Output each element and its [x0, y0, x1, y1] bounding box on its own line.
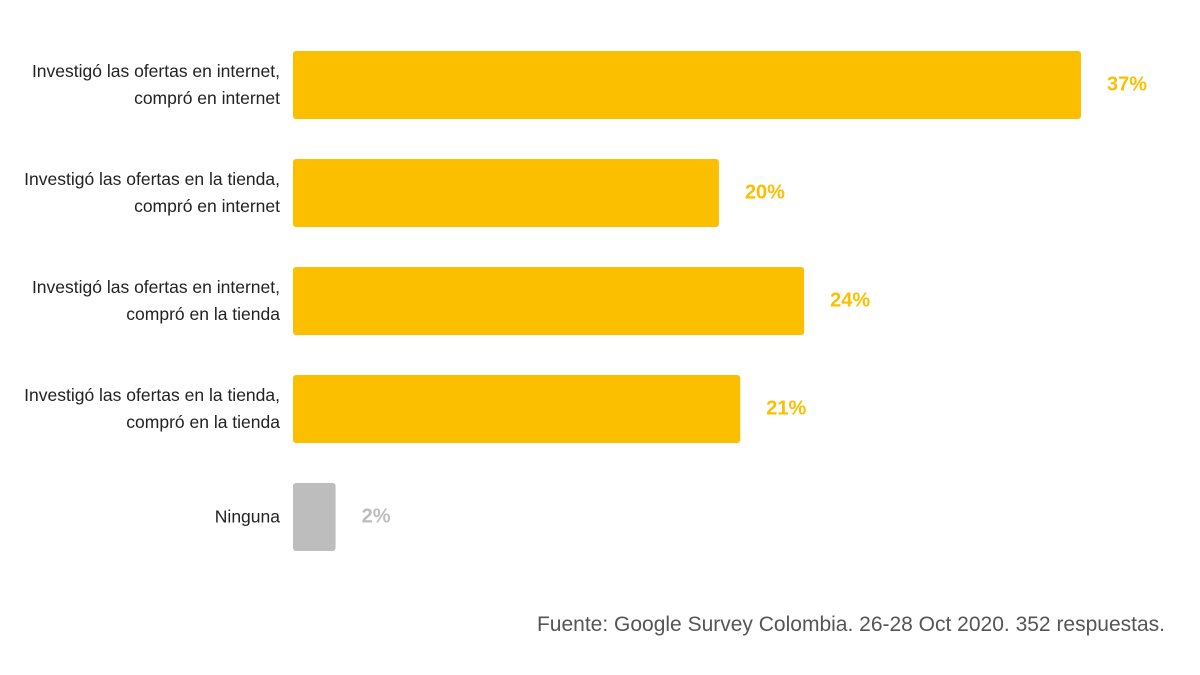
- value-label: 20%: [744, 181, 785, 204]
- bar: [293, 375, 741, 443]
- category-label: Investigó las ofertas en internet, compr…: [31, 61, 280, 108]
- value-label: 21%: [766, 397, 807, 420]
- bar: [293, 483, 336, 551]
- category-label: Investigó las ofertas en la tienda, comp…: [24, 169, 280, 216]
- bar: [293, 159, 719, 227]
- category-label: Investigó las ofertas en internet, compr…: [31, 277, 280, 324]
- value-label: 24%: [830, 289, 871, 312]
- value-label: 37%: [1107, 73, 1148, 96]
- category-label: Ninguna: [214, 506, 280, 527]
- bar: [293, 267, 805, 335]
- bar: [293, 51, 1081, 119]
- source-note: Fuente: Google Survey Colombia. 26-28 Oc…: [536, 613, 1165, 636]
- value-label: 2%: [361, 505, 391, 528]
- category-label: Investigó las ofertas en la tienda, comp…: [24, 385, 280, 432]
